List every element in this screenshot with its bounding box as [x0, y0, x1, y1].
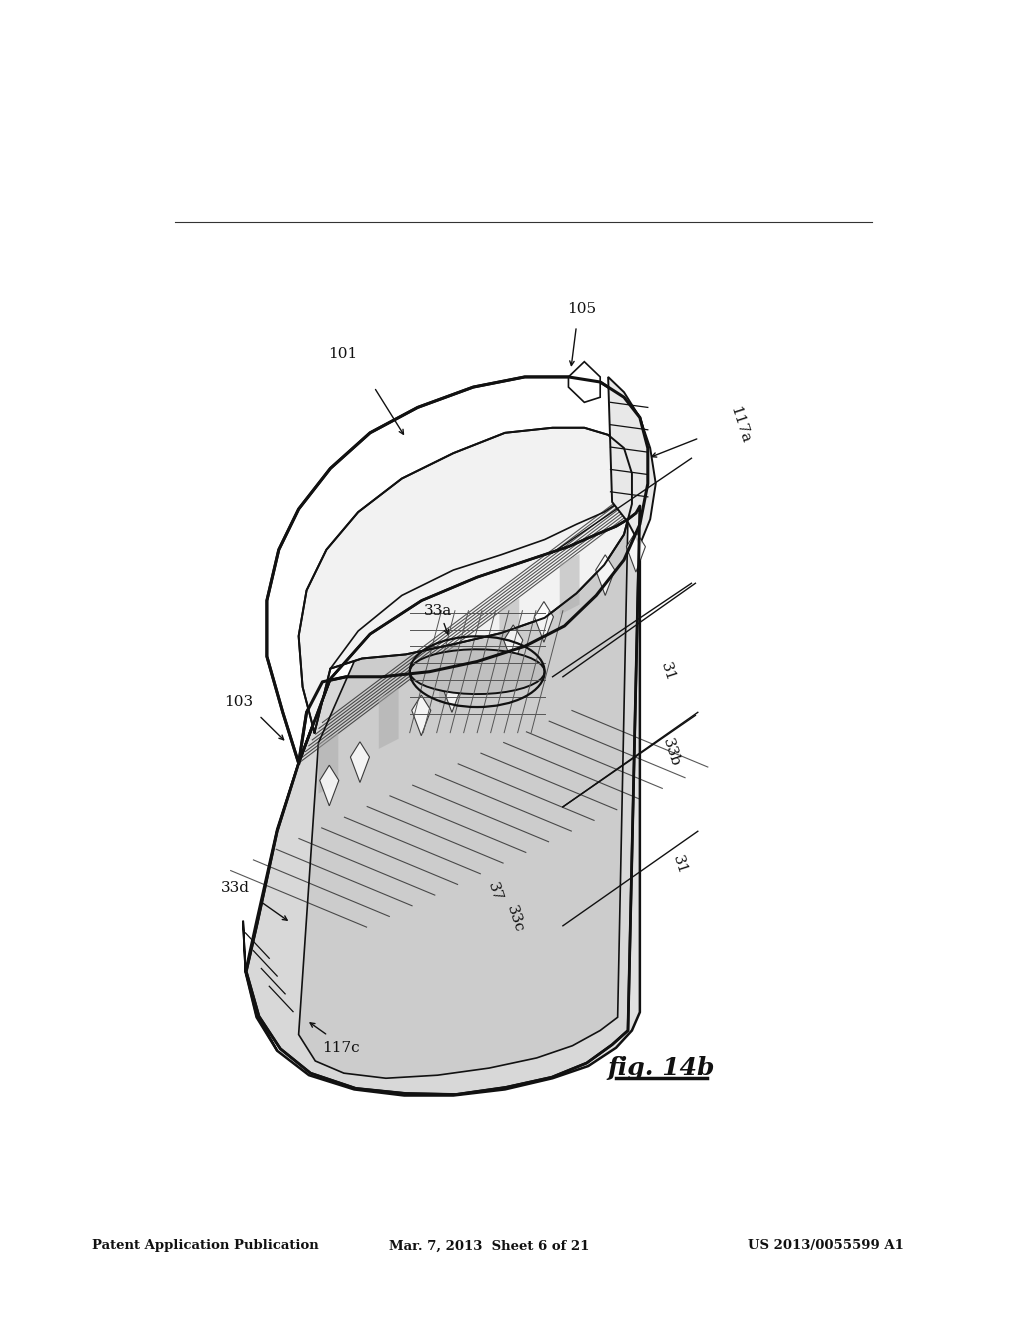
- Polygon shape: [596, 554, 614, 595]
- Polygon shape: [608, 378, 655, 545]
- Text: 31: 31: [658, 660, 677, 682]
- Text: fig. 14b: fig. 14b: [607, 1056, 715, 1080]
- Polygon shape: [319, 766, 339, 805]
- Text: Mar. 7, 2013  Sheet 6 of 21: Mar. 7, 2013 Sheet 6 of 21: [389, 1239, 590, 1253]
- Text: 33b: 33b: [660, 737, 683, 770]
- Polygon shape: [627, 532, 645, 572]
- Polygon shape: [560, 554, 580, 615]
- Polygon shape: [535, 602, 553, 643]
- Polygon shape: [568, 362, 600, 403]
- Text: 103: 103: [224, 696, 254, 709]
- Text: 101: 101: [328, 347, 357, 360]
- Text: 33a: 33a: [423, 603, 452, 618]
- Polygon shape: [500, 598, 519, 660]
- Polygon shape: [246, 506, 640, 1094]
- Polygon shape: [299, 517, 628, 1078]
- Polygon shape: [267, 378, 648, 763]
- Polygon shape: [243, 921, 278, 1051]
- Polygon shape: [318, 733, 338, 793]
- Text: 105: 105: [567, 302, 597, 315]
- Polygon shape: [439, 643, 459, 704]
- Text: 33c: 33c: [505, 903, 526, 935]
- Text: 117a: 117a: [727, 404, 753, 445]
- Polygon shape: [410, 649, 545, 694]
- Text: US 2013/0055599 A1: US 2013/0055599 A1: [748, 1239, 903, 1253]
- Text: Patent Application Publication: Patent Application Publication: [92, 1239, 318, 1253]
- Text: 37: 37: [485, 880, 504, 904]
- Polygon shape: [350, 742, 370, 783]
- Text: 33d: 33d: [220, 882, 250, 895]
- Text: 31: 31: [670, 854, 689, 876]
- Polygon shape: [504, 624, 523, 665]
- Text: 117c: 117c: [322, 1040, 359, 1055]
- Polygon shape: [299, 428, 632, 733]
- Polygon shape: [412, 696, 431, 735]
- Polygon shape: [246, 504, 640, 1096]
- Polygon shape: [379, 688, 398, 748]
- Polygon shape: [442, 672, 462, 713]
